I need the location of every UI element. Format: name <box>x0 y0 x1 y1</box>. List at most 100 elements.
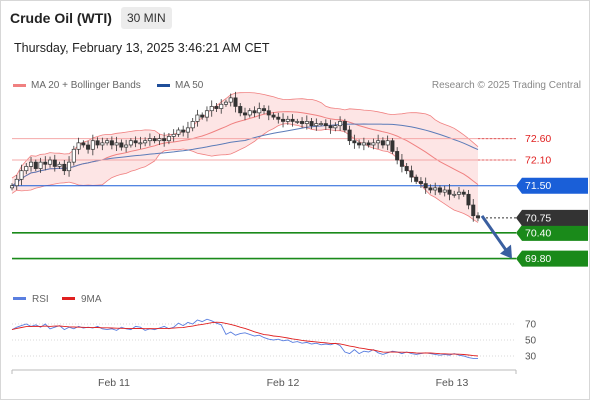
candle-body <box>328 125 333 129</box>
level-label-70.40: 70.40 <box>525 227 551 239</box>
candle-body <box>461 191 466 195</box>
bollinger-swatch <box>13 84 26 87</box>
rsi-legend-label: RSI <box>32 294 49 305</box>
candle-body <box>95 140 100 146</box>
candle-body <box>195 114 200 122</box>
candle-body <box>475 215 481 219</box>
candle-body <box>162 138 167 142</box>
candle-body <box>361 142 366 146</box>
candle-body <box>33 161 38 169</box>
candle-body <box>214 106 219 109</box>
candle-body <box>390 140 395 152</box>
rsi-ma-legend-swatch <box>62 297 75 300</box>
legend-bollinger-label: MA 20 + Bollinger Bands <box>31 80 141 91</box>
candle-body <box>304 121 309 124</box>
forecast-arrow-shaft <box>480 214 509 253</box>
candle-body <box>114 142 119 146</box>
ma50-line <box>11 123 479 187</box>
candle-body <box>295 121 300 123</box>
candle-body <box>67 161 72 172</box>
candle-body <box>48 159 53 165</box>
candle-body <box>266 110 271 116</box>
candle-body <box>119 142 124 148</box>
candle-body <box>9 185 15 189</box>
candle-body <box>166 136 171 142</box>
candle-body <box>242 112 248 116</box>
level-label-69.80: 69.80 <box>525 253 551 265</box>
level-tag-70.40 <box>516 224 588 241</box>
candle-body <box>185 127 190 133</box>
level-label-72.60: 72.60 <box>525 133 551 145</box>
candle-body <box>371 142 376 146</box>
candle-body <box>285 118 290 122</box>
candle-body <box>181 129 186 133</box>
candle-body <box>319 123 324 125</box>
copyright: Research © 2025 Trading Central <box>431 80 581 91</box>
ma50-swatch <box>157 84 170 87</box>
level-label-72.10: 72.10 <box>525 155 551 167</box>
candle-body <box>157 138 162 142</box>
candle-body <box>366 142 371 146</box>
bollinger-upper-line <box>11 92 479 179</box>
candle-body <box>452 193 457 196</box>
legend-ma50: MA 50 <box>157 80 203 91</box>
candle-body <box>447 189 452 195</box>
candle-body <box>338 121 343 127</box>
candle-body <box>52 159 57 167</box>
candle-body <box>271 114 276 118</box>
candle-body <box>228 97 233 103</box>
candle-body <box>333 125 338 129</box>
rsi-ma-line <box>11 321 479 357</box>
candle-body <box>19 170 24 180</box>
candle-body <box>190 121 195 129</box>
candle-body <box>57 163 62 167</box>
rsi-ma-legend-label: 9MA <box>81 294 102 305</box>
candle-body <box>342 121 347 131</box>
candle-body <box>404 166 409 172</box>
candle-body <box>76 142 81 150</box>
candle-body <box>262 108 267 112</box>
candle-body <box>200 114 205 118</box>
rsi-tick-label: 50 <box>525 336 537 347</box>
candle-body <box>143 140 148 144</box>
candle-body <box>466 193 471 206</box>
candle-body <box>171 133 176 137</box>
candle-body <box>209 106 214 112</box>
x-tick-label: Feb 12 <box>267 377 300 389</box>
candle-body <box>219 103 224 109</box>
current-price-label: 70.75 <box>525 212 551 224</box>
candle-body <box>423 183 428 189</box>
bollinger-band-fill <box>12 92 478 223</box>
candle-body <box>81 142 86 146</box>
candle-body <box>257 108 262 114</box>
candle-body <box>290 118 295 122</box>
candle-body <box>385 140 390 146</box>
candle-body <box>38 161 43 169</box>
timeframe-badge[interactable]: 30 MIN <box>121 7 172 29</box>
timestamp: Thursday, February 13, 2025 3:46:21 AM C… <box>14 41 270 55</box>
rsi-legend-swatch <box>13 297 26 300</box>
candle-body <box>86 144 91 150</box>
candle-body <box>223 101 228 105</box>
candle-body <box>133 140 138 144</box>
candle-body <box>252 110 257 114</box>
rsi-tick-label: 70 <box>525 320 537 331</box>
candle-body <box>71 148 76 163</box>
candle-body <box>471 204 476 217</box>
candle-body <box>357 142 362 146</box>
level-label-71.50: 71.50 <box>525 180 551 192</box>
rsi-tick-label: 30 <box>525 352 537 363</box>
candle-body <box>433 187 438 191</box>
chart-header: Crude Oil (WTI) 30 MIN <box>0 0 590 36</box>
forecast-arrow-head <box>500 244 512 259</box>
candle-body <box>314 123 319 127</box>
candle-body <box>138 142 143 145</box>
candle-body <box>276 116 281 120</box>
candle-body <box>428 187 433 191</box>
candle-body <box>43 161 48 165</box>
legend-ma50-label: MA 50 <box>175 80 204 91</box>
candle-body <box>399 159 404 167</box>
current-price-tag <box>516 209 588 226</box>
candle-body <box>24 166 29 172</box>
